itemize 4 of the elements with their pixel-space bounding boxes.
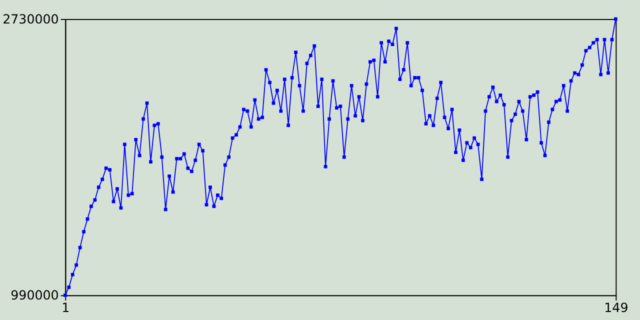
y-tick-label: 990000: [10, 288, 59, 303]
y-tick-label: 2730000: [2, 11, 59, 26]
x-tick-label: 149: [604, 300, 628, 316]
x-tick-label: 1: [62, 300, 70, 316]
